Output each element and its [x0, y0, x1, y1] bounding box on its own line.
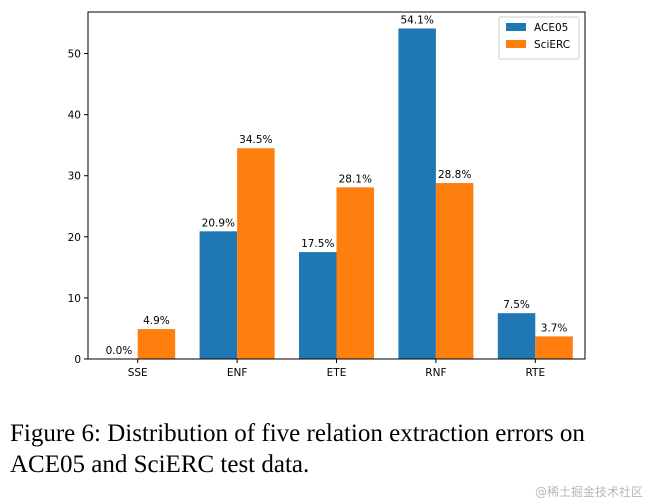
data-label-scierc-rnf: 28.8%: [438, 169, 471, 181]
data-labels: 0.0% 20.9% 17.5% 54.1% 7.5% 4.9% 34.5% 28.1% 28.…: [106, 14, 568, 357]
legend-swatch-scierc: [506, 40, 526, 48]
data-label-scierc-ete: 28.1%: [339, 173, 372, 185]
legend-swatch-ace05: [506, 23, 526, 31]
y-tick-label: 10: [68, 293, 81, 305]
bar-scierc-sse: [137, 329, 176, 359]
x-tick-label-sse: SSE: [128, 367, 148, 379]
x-tick-label-ete: ETE: [327, 367, 347, 379]
bar-ace05-ete: [299, 252, 337, 359]
data-label-scierc-sse: 4.9%: [143, 315, 170, 327]
bars: [137, 28, 573, 359]
data-label-scierc-enf: 34.5%: [239, 134, 272, 146]
legend: ACE05 SciERC: [498, 16, 580, 60]
figure-caption: Figure 6: Distribution of five relation …: [10, 420, 585, 478]
y-tick-label: 30: [68, 171, 81, 183]
x-axis: SSE ENF ETE RNF RTE: [128, 359, 545, 379]
bar-scierc-enf: [237, 148, 275, 359]
data-label-scierc-rte: 3.7%: [541, 322, 568, 334]
data-label-ace05-sse: 0.0%: [106, 345, 133, 357]
y-axis: 0 10 20 30 40 50: [68, 49, 88, 366]
x-tick-label-rte: RTE: [526, 367, 546, 379]
watermark: @稀土掘金技术社区: [534, 485, 643, 499]
data-label-ace05-enf: 20.9%: [202, 217, 235, 229]
y-tick-label: 20: [68, 232, 81, 244]
bar-ace05-rnf: [398, 28, 436, 359]
y-tick-label: 50: [68, 49, 81, 61]
bar-scierc-rte: [535, 336, 573, 359]
legend-label-ace05: ACE05: [534, 22, 568, 34]
legend-label-scierc: SciERC: [534, 39, 570, 51]
y-tick-label: 0: [74, 354, 81, 366]
bar-ace05-rte: [497, 313, 536, 359]
bar-scierc-rnf: [435, 183, 474, 359]
bar-scierc-ete: [336, 187, 374, 359]
y-tick-label: 40: [68, 110, 81, 122]
x-tick-label-enf: ENF: [227, 367, 248, 379]
data-label-ace05-rnf: 54.1%: [400, 14, 433, 26]
bar-chart: 0.0% 20.9% 17.5% 54.1% 7.5% 4.9% 34.5% 28.1% 28.…: [68, 11, 586, 379]
data-label-ace05-rte: 7.5%: [503, 299, 530, 311]
data-label-ace05-ete: 17.5%: [301, 238, 334, 250]
x-tick-label-rnf: RNF: [425, 367, 446, 379]
bar-ace05-enf: [199, 231, 238, 359]
